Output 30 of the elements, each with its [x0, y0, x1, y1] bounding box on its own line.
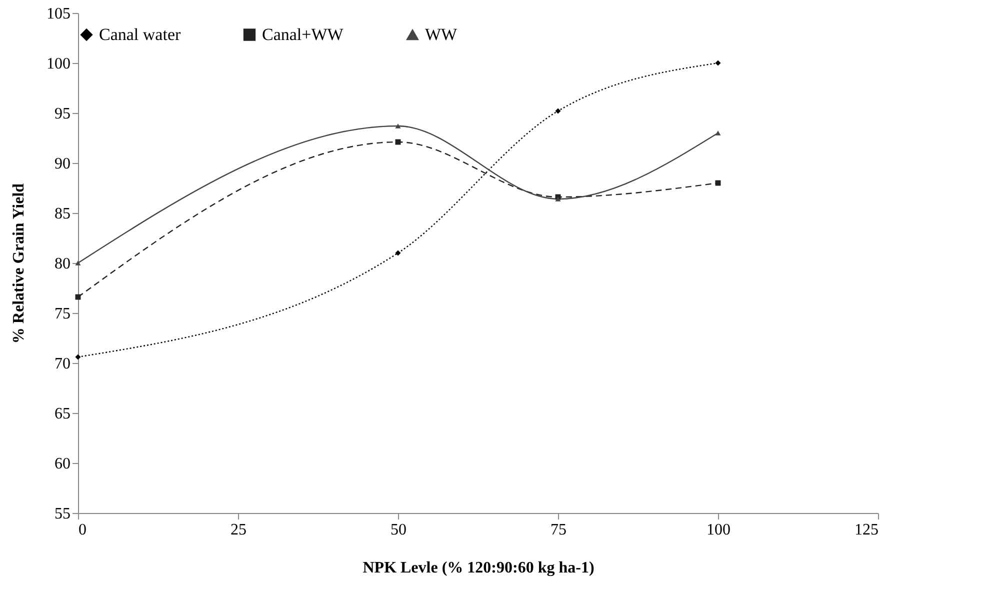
legend-label: WW — [425, 24, 458, 44]
point — [395, 250, 401, 256]
x-tick-label: 100 — [706, 522, 730, 538]
y-tick-label: 55 — [54, 506, 70, 522]
y-tick-label: 65 — [54, 406, 70, 422]
x-axis-title: NPK Levle (% 120:90:60 kg ha-1) — [362, 560, 594, 576]
x-tick-label: 75 — [550, 522, 566, 538]
y-tick-label: 105 — [46, 6, 70, 22]
x-tick-label: 50 — [390, 522, 406, 538]
x-tick-label: 25 — [230, 522, 246, 538]
point — [555, 196, 561, 202]
y-tick-label: 95 — [54, 106, 70, 122]
y-axis-title: % Relative Grain Yield — [10, 183, 28, 344]
y-tick-label: 85 — [54, 206, 70, 222]
point — [715, 60, 721, 66]
point — [75, 260, 81, 266]
x-tick-label: 0 — [78, 522, 86, 538]
point — [75, 354, 81, 360]
y-tick-label: 90 — [54, 156, 70, 172]
y-tick-label: 80 — [54, 256, 70, 272]
legend-label: Canal water — [99, 24, 181, 44]
point — [555, 108, 561, 114]
y-tick-label: 75 — [54, 306, 70, 322]
y-tick-label: 70 — [54, 356, 70, 372]
x-tick-label: 125 — [854, 522, 878, 538]
point — [715, 130, 721, 136]
legend-label: Canal+WW — [262, 24, 344, 44]
y-tick-label: 60 — [54, 456, 70, 472]
y-tick-label: 100 — [46, 56, 70, 72]
point — [395, 124, 401, 128]
